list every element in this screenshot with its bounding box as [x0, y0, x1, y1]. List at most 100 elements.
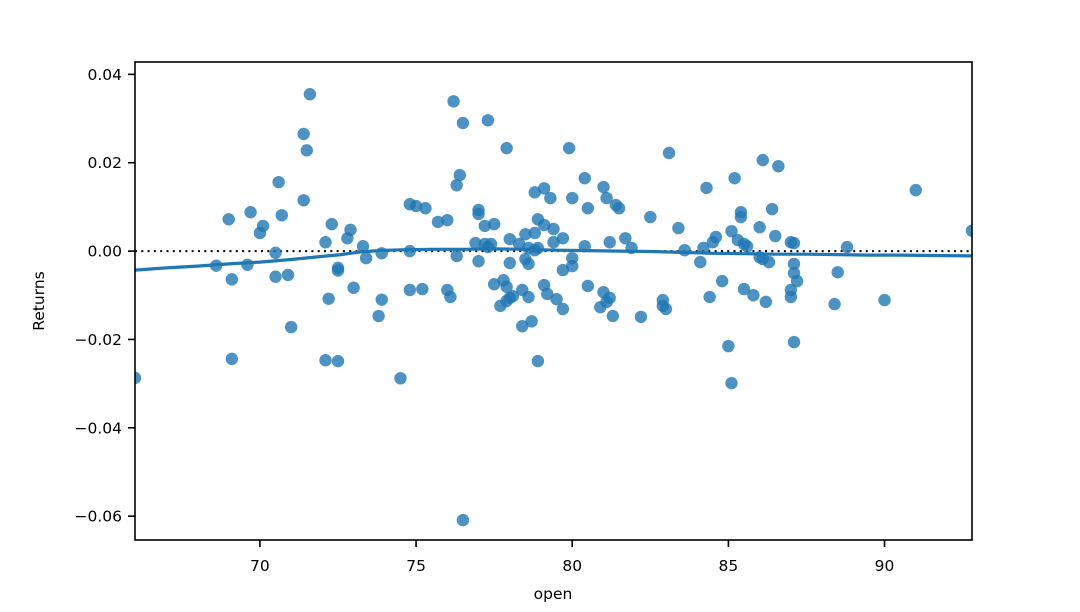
data-point: [503, 256, 516, 270]
data-point: [828, 297, 841, 311]
data-point: [441, 213, 454, 227]
data-point: [472, 255, 485, 268]
data-point: [581, 202, 595, 215]
plot-border: [134, 61, 973, 541]
data-point: [516, 319, 529, 333]
data-point: [444, 290, 457, 304]
data-point: [747, 289, 760, 302]
data-point: [606, 309, 620, 323]
data-point: [878, 293, 891, 307]
data-point: [531, 354, 545, 368]
data-point: [603, 236, 616, 249]
data-point: [525, 315, 538, 328]
data-point: [319, 236, 332, 249]
x-tick-label: 90: [875, 557, 895, 575]
data-point: [222, 213, 235, 226]
data-point: [241, 258, 254, 271]
data-point: [372, 309, 385, 323]
data-point: [578, 171, 591, 185]
data-point: [700, 181, 713, 195]
data-point: [528, 186, 541, 199]
data-point: [562, 141, 576, 155]
data-point: [728, 171, 741, 185]
x-tick-label: 75: [406, 557, 426, 575]
data-point: [725, 376, 738, 390]
data-point: [450, 179, 463, 192]
data-point: [709, 230, 723, 244]
data-point: [556, 263, 570, 277]
data-point: [722, 339, 735, 353]
data-point: [478, 219, 491, 233]
data-point: [787, 257, 801, 271]
data-point: [662, 146, 676, 160]
data-point: [303, 88, 317, 101]
data-point: [244, 206, 257, 219]
data-point: [487, 217, 501, 231]
data-point: [762, 255, 776, 269]
data-point: [481, 114, 495, 127]
data-point: [550, 293, 563, 306]
data-point: [556, 302, 570, 316]
data-point: [403, 283, 417, 297]
data-point: [678, 243, 691, 257]
data-point: [537, 182, 551, 195]
data-point: [512, 237, 526, 251]
data-point: [300, 144, 313, 157]
data-point: [284, 320, 298, 334]
data-point: [547, 236, 560, 249]
trend-line: [135, 247, 972, 272]
data-point: [753, 221, 766, 234]
data-point: [556, 232, 570, 245]
data-point: [487, 278, 501, 291]
data-point: [840, 240, 854, 254]
data-point: [659, 302, 673, 316]
data-point: [347, 281, 360, 294]
data-point: [909, 183, 922, 197]
y-tick-label: −0.06: [75, 508, 123, 526]
data-point: [447, 95, 460, 108]
data-point: [672, 221, 685, 235]
data-point: [356, 240, 370, 253]
data-point: [331, 354, 345, 368]
data-point: [225, 352, 239, 366]
data-point: [225, 273, 239, 286]
data-point: [703, 290, 716, 304]
x-tick-label: 70: [250, 557, 270, 575]
data-point: [450, 249, 463, 263]
data-point: [756, 153, 769, 167]
data-point: [734, 210, 748, 224]
data-point: [431, 215, 445, 229]
data-point: [541, 287, 554, 301]
y-tick-label: 0.04: [87, 66, 122, 84]
data-point: [737, 282, 751, 296]
data-point: [644, 210, 657, 224]
data-point: [456, 116, 470, 130]
data-point: [619, 232, 632, 245]
data-point: [787, 335, 801, 349]
data-point: [544, 191, 557, 205]
data-point: [603, 291, 616, 305]
data-point: [297, 194, 310, 207]
data-point: [325, 217, 338, 231]
data-point: [612, 202, 626, 215]
data-point: [394, 372, 407, 385]
data-point: [725, 224, 738, 238]
data-point: [269, 270, 282, 283]
data-point: [135, 371, 142, 385]
data-point: [281, 268, 295, 282]
marks-layer: [135, 88, 972, 527]
x-tick-label: 80: [562, 557, 582, 575]
data-point: [697, 241, 710, 255]
data-point: [740, 240, 754, 253]
data-point: [469, 236, 482, 250]
data-point: [600, 191, 613, 205]
data-point: [359, 251, 373, 265]
axes-layer: 70 75 80 85 90 0.04 0.02 0.00 −0.02 −0.04 −0.06: [75, 66, 895, 575]
data-point: [506, 289, 520, 303]
data-point: [319, 353, 332, 367]
data-point: [528, 226, 541, 240]
y-tick-label: −0.04: [75, 419, 123, 437]
x-axis-label: open: [534, 585, 573, 603]
data-point: [759, 295, 773, 309]
